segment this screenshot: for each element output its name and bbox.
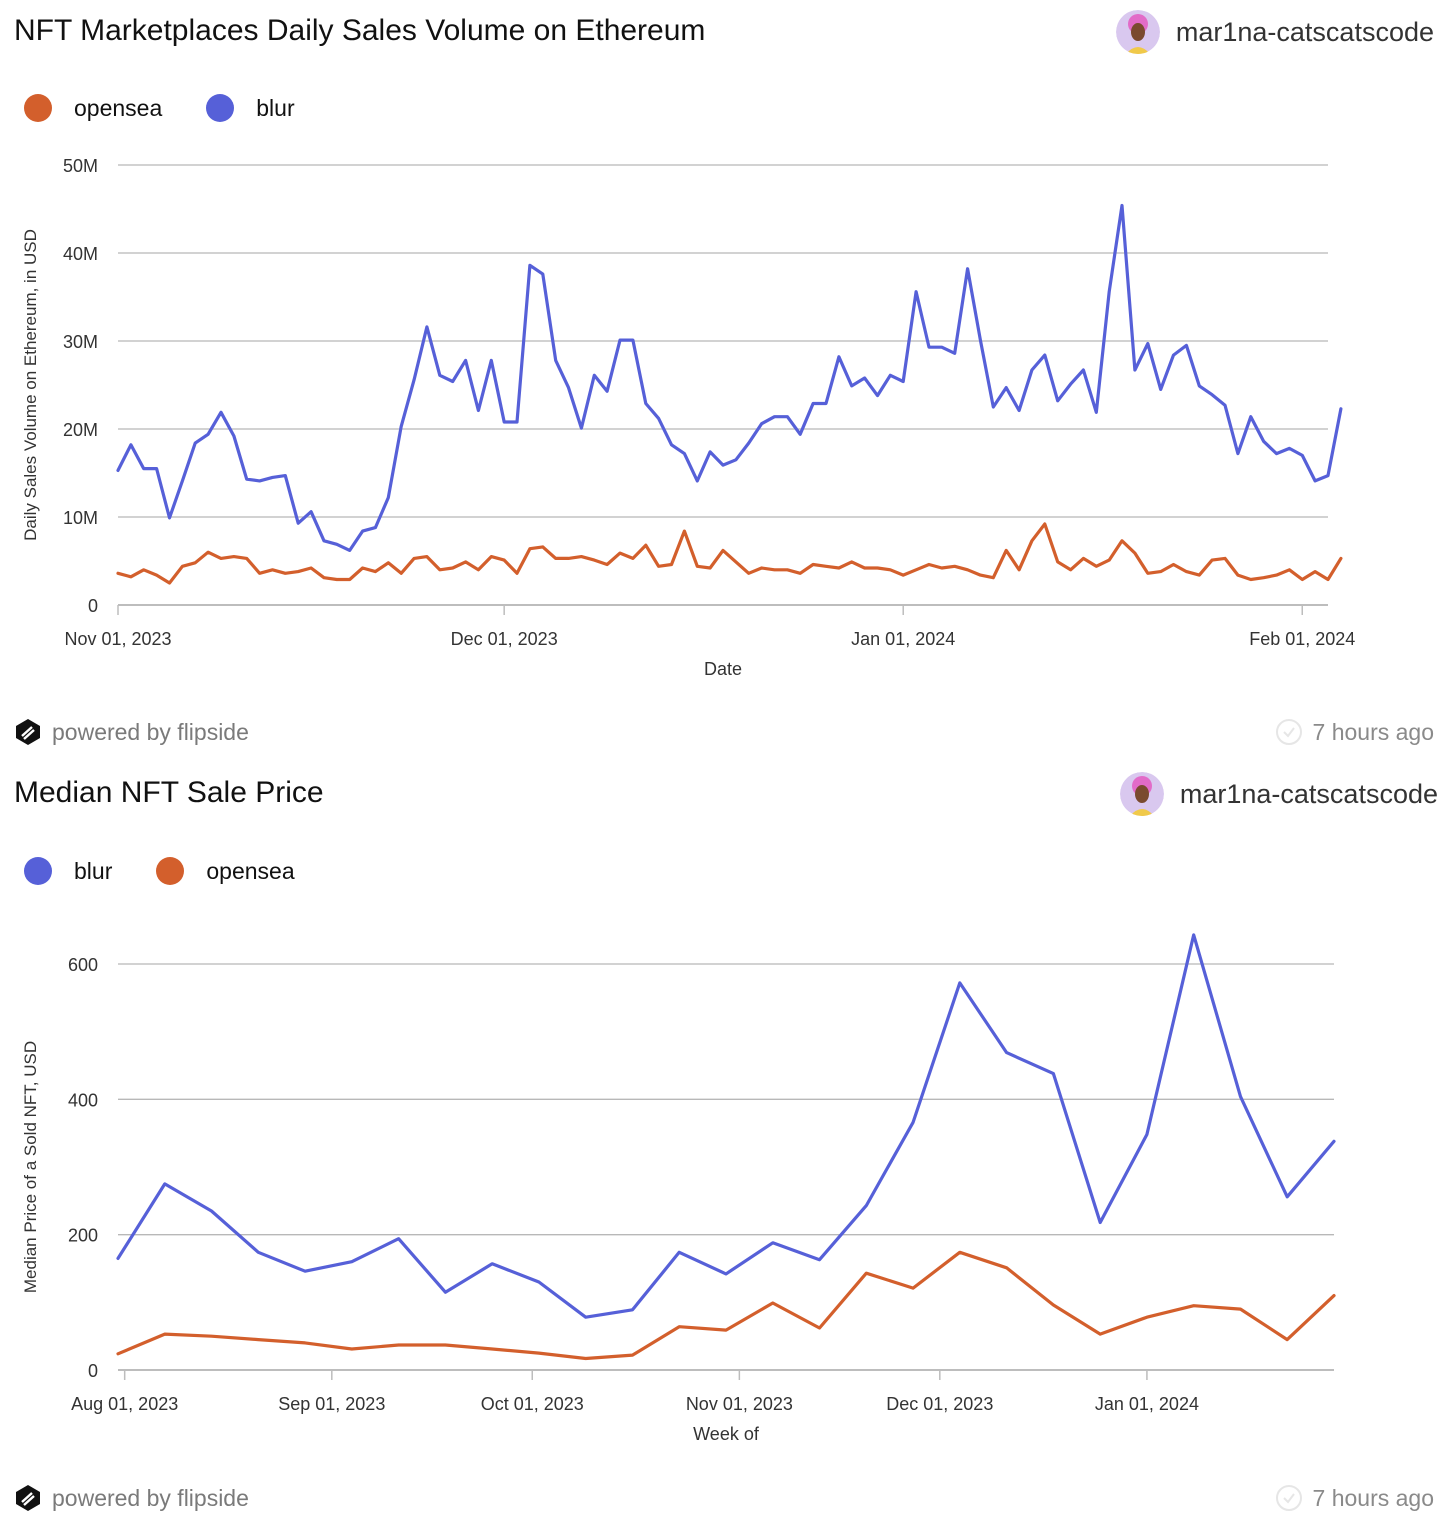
legend-dot-icon: [206, 94, 235, 122]
legend-dot-icon: [156, 857, 185, 885]
check-circle-icon: [1275, 1485, 1302, 1511]
legend-item-blur[interactable]: blur: [24, 857, 112, 885]
x-tick-label: Nov 01, 2023: [64, 629, 171, 649]
x-tick-label: Dec 01, 2023: [886, 1394, 993, 1414]
x-axis-title: Week of: [693, 1424, 760, 1444]
y-tick-label: 40M: [63, 244, 98, 264]
avatar-icon: [1115, 10, 1160, 54]
legend-item-opensea[interactable]: opensea: [24, 94, 162, 122]
x-tick-label: Jan 01, 2024: [851, 629, 955, 649]
chart-title: NFT Marketplaces Daily Sales Volume on E…: [14, 14, 706, 47]
x-tick-label: Nov 01, 2023: [686, 1394, 793, 1414]
powered-by[interactable]: powered by flipside: [14, 1484, 249, 1512]
chart-panel-2: Median NFT Sale Price mar1na-catscatscod…: [0, 762, 1456, 1482]
updated-timestamp: 7 hours ago: [1275, 718, 1434, 746]
x-tick-label: Dec 01, 2023: [451, 629, 558, 649]
powered-by-text: powered by flipside: [52, 718, 249, 745]
x-axis-title: Date: [704, 659, 742, 679]
updated-timestamp: 7 hours ago: [1275, 1484, 1434, 1512]
legend-label: blur: [256, 94, 295, 121]
x-tick-label: Oct 01, 2023: [481, 1394, 584, 1414]
median-price-chart[interactable]: 0 200 400 600 Aug 01, 2023 Sep 01, 2023 Oct 01…: [0, 930, 1456, 1490]
powered-by[interactable]: powered by flipside: [14, 718, 249, 746]
y-tick-label: 0: [88, 1361, 98, 1381]
chart-footer-1: powered by flipside 7 hours ago: [0, 718, 1456, 758]
author-badge[interactable]: mar1na-catscatscode: [1119, 772, 1438, 816]
y-tick-label: 50M: [63, 156, 98, 176]
legend-label: opensea: [74, 94, 163, 121]
avatar-icon: [1119, 772, 1164, 816]
legend-item-blur[interactable]: blur: [206, 94, 295, 122]
x-tick-label: Aug 01, 2023: [71, 1394, 178, 1414]
y-tick-label: 20M: [63, 420, 98, 440]
x-tick-label: Jan 01, 2024: [1095, 1394, 1199, 1414]
legend-label: blur: [74, 857, 113, 884]
author-name: mar1na-catscatscode: [1175, 16, 1434, 47]
y-tick-label: 10M: [63, 508, 98, 528]
legend-item-opensea[interactable]: opensea: [156, 857, 295, 885]
series-line-blur: [116, 203, 1343, 552]
chart-footer-2: powered by flipside 7 hours ago: [0, 1484, 1456, 1524]
x-tick-label: Feb 01, 2024: [1249, 629, 1355, 649]
chart-title: Median NFT Sale Price: [14, 776, 324, 809]
author-name: mar1na-catscatscode: [1179, 778, 1438, 809]
y-tick-label: 0: [88, 596, 98, 616]
legend-label: opensea: [206, 857, 295, 884]
updated-text: 7 hours ago: [1312, 718, 1434, 745]
series-line-opensea: [116, 1250, 1336, 1361]
flipside-logo-icon: [16, 1485, 40, 1511]
check-circle-icon: [1275, 719, 1302, 745]
series-line-blur: [116, 933, 1336, 1319]
y-tick-label: 200: [68, 1226, 98, 1246]
sales-volume-chart[interactable]: 0 10M 20M 30M 40M 50M Nov 01, 2023 Dec 01, 2023…: [0, 140, 1456, 700]
y-tick-label: 600: [68, 955, 98, 975]
powered-by-text: powered by flipside: [52, 1484, 249, 1511]
y-tick-label: 30M: [63, 332, 98, 352]
chart-panel-1: NFT Marketplaces Daily Sales Volume on E…: [0, 0, 1456, 760]
series-line-opensea: [116, 522, 1343, 585]
legend: blur opensea: [24, 857, 339, 885]
legend-dot-icon: [24, 857, 52, 885]
y-axis-title: Daily Sales Volume on Ethereum, in USD: [21, 229, 40, 541]
updated-text: 7 hours ago: [1312, 1484, 1434, 1511]
author-badge[interactable]: mar1na-catscatscode: [1115, 10, 1434, 54]
y-axis-title: Median Price of a Sold NFT, USD: [21, 1041, 40, 1293]
legend: opensea blur: [24, 94, 339, 122]
x-tick-label: Sep 01, 2023: [278, 1394, 385, 1414]
y-tick-label: 400: [68, 1090, 98, 1110]
flipside-logo-icon: [16, 719, 40, 745]
legend-dot-icon: [24, 94, 52, 122]
